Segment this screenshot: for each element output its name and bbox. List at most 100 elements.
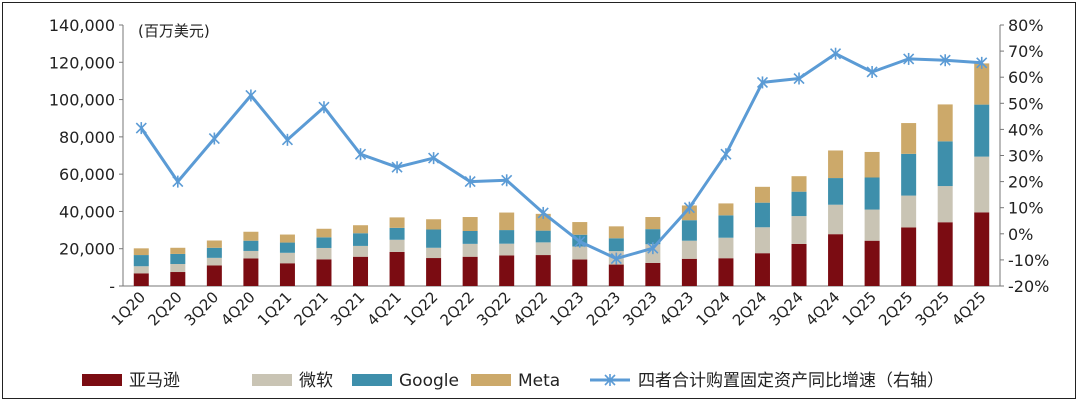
x-axis-tick-label: 2Q21	[290, 288, 331, 329]
bar-Google-2Q20	[170, 253, 186, 265]
legend-label: 四者合计购置固定资产同比增速（右轴）	[638, 371, 944, 391]
right-axis-tick-label: -20%	[1008, 277, 1049, 296]
left-axis-tick-label: 120,000	[49, 53, 115, 72]
bar-Meta-3Q21	[353, 225, 369, 234]
growth-point-1Q20	[135, 122, 147, 135]
bar-Meta-1Q21	[279, 234, 295, 243]
growth-point-3Q25	[939, 54, 951, 67]
bar-Meta-4Q21	[389, 217, 405, 228]
bar-Meta-1Q20	[133, 248, 149, 256]
bar-Meta-2Q22	[462, 217, 478, 232]
bar-亚马逊-4Q23	[681, 258, 697, 286]
x-axis-tick-label: 4Q25	[948, 288, 989, 329]
bar-微软-1Q20	[133, 266, 149, 274]
x-axis-tick-label: 1Q24	[692, 288, 733, 329]
bar-Google-3Q25	[937, 141, 953, 187]
bar-Google-4Q20	[243, 240, 259, 251]
x-axis-tick-label: 1Q23	[546, 288, 587, 329]
legend-line-marker	[604, 374, 616, 386]
bar-微软-4Q21	[389, 239, 405, 252]
bar-亚马逊-2Q20	[170, 272, 186, 286]
legend-label: 亚马逊	[129, 371, 180, 391]
bar-亚马逊-1Q21	[279, 263, 295, 286]
growth-point-2Q23	[610, 252, 622, 265]
bar-Google-3Q21	[353, 233, 369, 246]
growth-point-2Q20	[172, 175, 184, 188]
left-axis-tick-label: 80,000	[59, 128, 115, 147]
x-axis-tick-label: 3Q25	[912, 288, 953, 329]
left-axis-tick-label: 40,000	[59, 202, 115, 221]
bar-Google-1Q24	[718, 215, 734, 238]
bar-Google-3Q22	[499, 230, 515, 244]
bar-微软-1Q24	[718, 237, 734, 259]
right-axis-tick-label: 20%	[1008, 173, 1044, 192]
bar-微软-4Q25	[974, 156, 990, 213]
bar-Google-2Q22	[462, 231, 478, 244]
x-axis-tick-label: 1Q25	[839, 288, 880, 329]
bar-微软-3Q21	[353, 245, 369, 257]
growth-point-3Q21	[354, 148, 367, 161]
left-axis-tick-label: 100,000	[49, 91, 115, 110]
legend-swatch	[352, 374, 392, 386]
growth-point-1Q23	[574, 235, 586, 248]
bar-亚马逊-4Q21	[389, 251, 405, 286]
bar-亚马逊-1Q22	[426, 258, 442, 286]
bar-Google-2Q25	[901, 153, 917, 196]
bar-微软-3Q24	[791, 216, 807, 244]
x-axis-tick-label: 3Q22	[473, 288, 514, 329]
x-axis-tick-label: 3Q24	[766, 288, 807, 329]
growth-point-4Q25	[976, 56, 988, 69]
growth-point-2Q25	[903, 52, 915, 65]
legend-swatch	[82, 374, 122, 386]
bar-亚马逊-4Q20	[243, 258, 259, 286]
bar-Google-4Q22	[535, 230, 551, 243]
x-axis-tick-label: 1Q21	[254, 288, 295, 329]
bar-微软-1Q21	[279, 252, 295, 264]
growth-point-3Q23	[647, 242, 659, 255]
bar-亚马逊-2Q21	[316, 259, 332, 286]
bar-Meta-2Q20	[170, 247, 186, 254]
bar-Google-3Q23	[645, 229, 661, 245]
right-axis-tick-label: 10%	[1008, 199, 1044, 218]
growth-point-4Q24	[829, 47, 842, 60]
bar-Google-3Q20	[206, 247, 222, 258]
right-axis-tick-label: 70%	[1008, 42, 1044, 61]
bar-Meta-3Q22	[499, 212, 515, 231]
unit-label: (百万美元)	[138, 22, 210, 40]
growth-point-1Q21	[281, 133, 294, 146]
bar-亚马逊-1Q20	[133, 273, 149, 286]
growth-point-1Q25	[866, 65, 878, 78]
x-axis-tick-label: 3Q21	[327, 288, 368, 329]
bar-微软-2Q24	[754, 227, 770, 254]
growth-point-3Q24	[793, 72, 805, 85]
bar-Meta-2Q23	[608, 226, 624, 239]
left-axis-tick-label: 140,000	[49, 16, 115, 35]
bar-微软-2Q25	[901, 195, 917, 228]
bar-亚马逊-3Q20	[206, 265, 222, 286]
bar-Google-2Q23	[608, 238, 624, 252]
bar-Meta-2Q25	[901, 123, 917, 154]
growth-point-1Q24	[720, 148, 732, 161]
bar-Meta-2Q21	[316, 228, 332, 238]
growth-point-4Q20	[245, 89, 257, 102]
right-axis-tick-label: 50%	[1008, 94, 1044, 113]
growth-line	[140, 52, 982, 261]
bar-微软-2Q21	[316, 247, 332, 260]
bar-Meta-3Q25	[937, 104, 953, 142]
x-axis-tick-label: 2Q20	[144, 288, 185, 329]
bar-微软-3Q22	[499, 243, 515, 256]
bar-微软-3Q20	[206, 257, 222, 266]
bar-Meta-3Q23	[645, 217, 661, 230]
bar-微软-2Q22	[462, 243, 478, 257]
legend-label: Meta	[518, 371, 560, 391]
bar-Google-4Q21	[389, 227, 405, 240]
x-axis-tick-label: 3Q23	[619, 288, 660, 329]
growth-point-4Q21	[391, 161, 403, 174]
bar-亚马逊-2Q25	[901, 227, 917, 286]
bar-亚马逊-2Q24	[754, 253, 770, 286]
bar-Google-1Q20	[133, 255, 149, 267]
bar-亚马逊-4Q22	[535, 255, 551, 286]
bar-Meta-4Q24	[828, 150, 844, 179]
x-axis-tick-label: 3Q20	[181, 288, 222, 329]
